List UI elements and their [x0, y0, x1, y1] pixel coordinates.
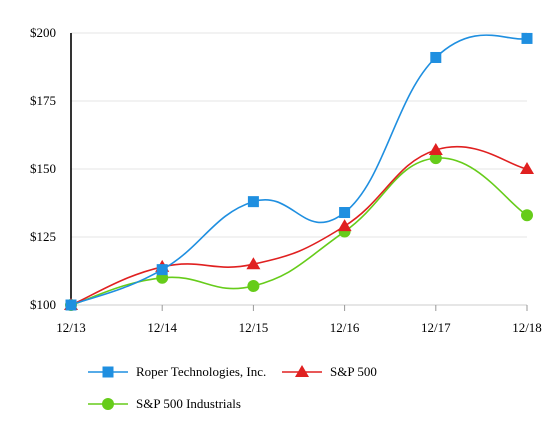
gridlines	[71, 32, 527, 306]
data-point-triangle	[246, 257, 261, 270]
x-tick-label: 12/15	[239, 320, 269, 335]
y-tick-label: $200	[30, 25, 56, 40]
x-tick-label: 12/13	[56, 320, 86, 335]
series-line-circle	[70, 157, 528, 306]
axes	[70, 33, 528, 311]
x-tick-label: 12/17	[421, 320, 451, 335]
legend-label: S&P 500	[330, 364, 377, 379]
legend-marker-triangle	[295, 365, 309, 377]
y-tick-label: $175	[30, 93, 56, 108]
y-tick-label: $100	[30, 297, 56, 312]
x-tick-label: 12/18	[512, 320, 542, 335]
data-point-square	[65, 299, 77, 311]
legend-label: Roper Technologies, Inc.	[136, 364, 266, 379]
series-markers	[64, 32, 534, 311]
x-tick-label: 12/16	[330, 320, 360, 335]
legend: Roper Technologies, Inc. S&P 500 S&P 500 I…	[88, 364, 377, 411]
data-point-triangle	[337, 219, 352, 232]
y-axis-tick-labels: $100 $125 $150 $175 $200	[30, 25, 56, 312]
x-tick-label: 12/14	[147, 320, 177, 335]
data-point-square	[339, 207, 351, 219]
data-point-triangle	[428, 142, 443, 155]
data-point-square	[430, 51, 442, 63]
data-point-square	[247, 196, 259, 208]
legend-marker-circle	[102, 398, 114, 410]
data-point-triangle	[520, 162, 534, 174]
x-axis-tick-labels: 12/13 12/14 12/15 12/16 12/17 12/18	[56, 320, 542, 335]
legend-label: S&P 500 Industrials	[136, 396, 241, 411]
data-point-circle	[247, 279, 260, 292]
data-point-circle	[521, 209, 533, 222]
y-tick-label: $150	[30, 161, 56, 176]
series-lines	[70, 34, 528, 306]
data-point-square	[156, 264, 168, 276]
data-point-square	[521, 32, 533, 44]
legend-marker-square	[102, 366, 114, 378]
data-point-circle	[429, 152, 442, 165]
series-line-triangle	[70, 145, 528, 306]
y-tick-label: $125	[30, 229, 56, 244]
